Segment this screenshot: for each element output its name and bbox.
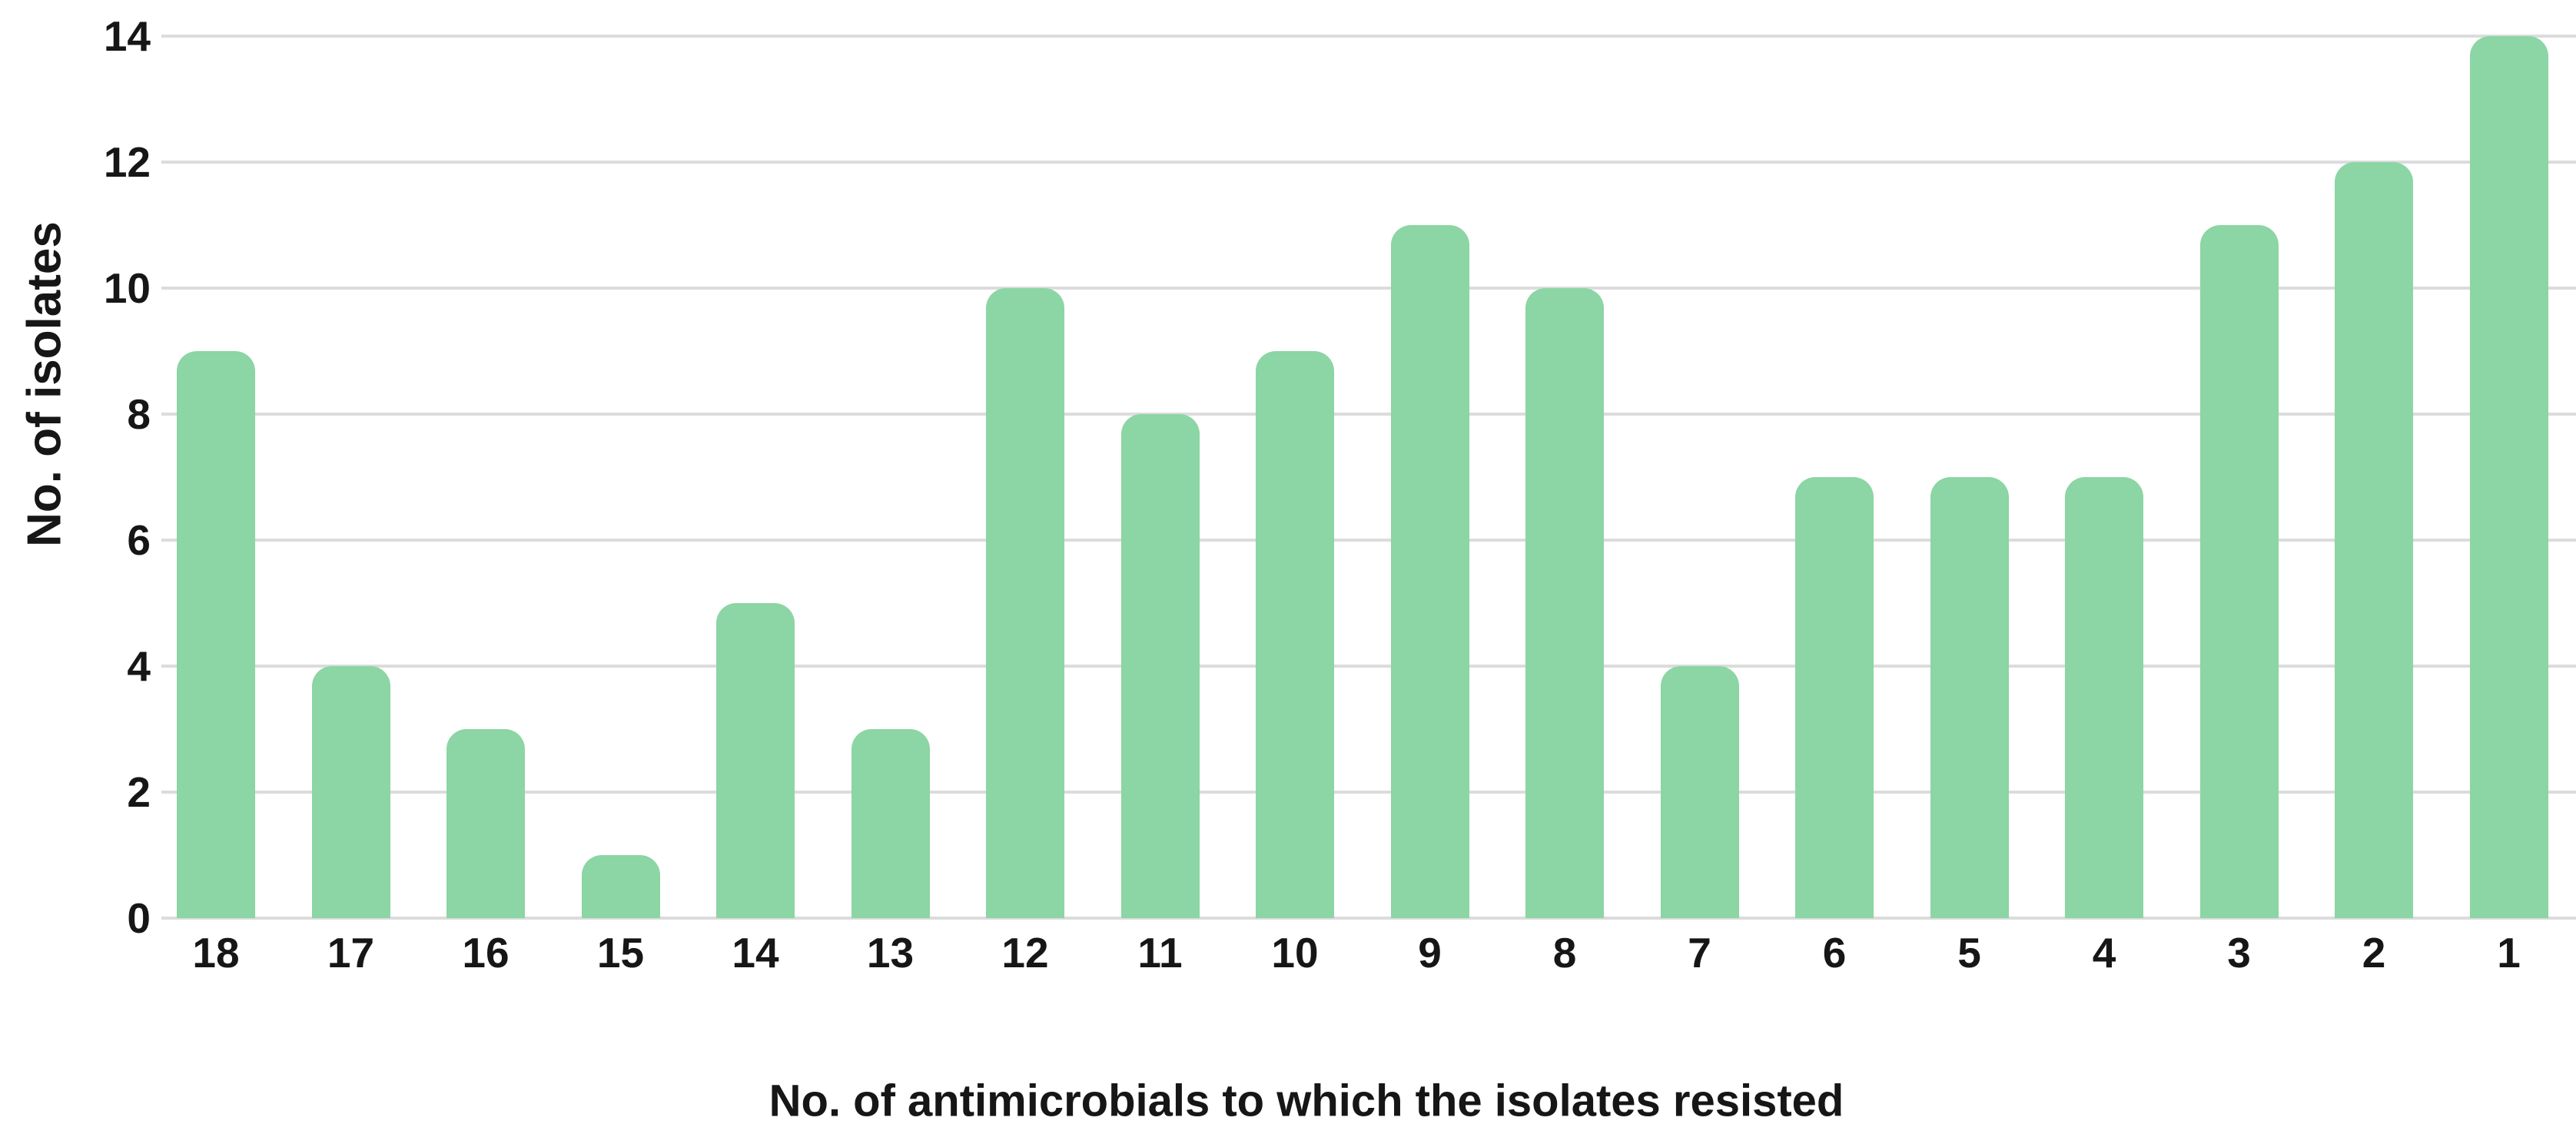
gridline-y-12 <box>161 161 2576 164</box>
x-tick-label-1: 1 <box>2497 929 2521 976</box>
x-tick-label-11: 11 <box>1137 929 1183 976</box>
y-tick-label-0: 0 <box>127 894 151 942</box>
x-tick-label-3: 3 <box>2227 929 2251 976</box>
gridline-y-2 <box>161 791 2576 794</box>
x-tick-label-5: 5 <box>1957 929 1981 976</box>
bar-3 <box>2199 225 2279 918</box>
bar-15 <box>581 855 660 918</box>
x-tick-label-7: 7 <box>1688 929 1711 976</box>
bar-16 <box>446 729 525 918</box>
x-tick-label-12: 12 <box>1001 929 1049 976</box>
y-axis-tick-labels: 0 2 4 6 8 10 12 14 <box>0 0 151 1134</box>
x-tick-label-9: 9 <box>1418 929 1442 976</box>
gridline-y-8 <box>161 413 2576 416</box>
bar-5 <box>1930 477 2009 918</box>
x-tick-label-18: 18 <box>192 929 240 976</box>
gridline-y-4 <box>161 665 2576 668</box>
x-tick-label-10: 10 <box>1271 929 1319 976</box>
bar-7 <box>1660 666 1739 918</box>
bar-1 <box>2469 36 2548 918</box>
y-tick-label-14: 14 <box>103 12 151 60</box>
x-tick-label-14: 14 <box>732 929 779 976</box>
x-tick-label-2: 2 <box>2362 929 2386 976</box>
bar-4 <box>2065 477 2143 918</box>
x-axis-title: No. of antimicrobials to which the isola… <box>768 1076 1844 1126</box>
y-tick-label-4: 4 <box>127 642 151 690</box>
bar-11 <box>1120 414 1200 918</box>
bar-8 <box>1525 288 1604 918</box>
x-tick-label-4: 4 <box>2092 929 2116 976</box>
bar-13 <box>851 729 930 918</box>
bar-17 <box>311 666 390 918</box>
y-tick-label-12: 12 <box>103 138 151 186</box>
bar-6 <box>1795 477 1874 918</box>
bar-9 <box>1390 225 1469 918</box>
x-tick-label-6: 6 <box>1822 929 1847 976</box>
x-tick-label-15: 15 <box>596 929 645 976</box>
gridline-y-6 <box>161 539 2576 542</box>
x-tick-label-17: 17 <box>327 929 375 976</box>
x-tick-label-13: 13 <box>866 929 915 976</box>
bar-12 <box>986 288 1064 918</box>
bar-18 <box>177 351 255 918</box>
y-tick-label-10: 10 <box>103 264 151 312</box>
bar-14 <box>716 603 795 918</box>
plot-area: 18 17 16 15 14 13 12 11 10 9 8 7 6 5 4 3 2 1 <box>161 0 2576 1134</box>
gridline-y-0 <box>161 917 2576 920</box>
gridline-y-14 <box>161 35 2576 38</box>
y-tick-label-8: 8 <box>127 390 151 438</box>
bar-2 <box>2335 162 2413 918</box>
x-tick-label-16: 16 <box>462 929 510 976</box>
bar-10 <box>1256 351 1334 918</box>
x-tick-label-8: 8 <box>1552 929 1577 976</box>
y-tick-label-2: 2 <box>127 768 151 816</box>
y-tick-label-6: 6 <box>127 516 151 564</box>
gridline-y-10 <box>161 287 2576 290</box>
